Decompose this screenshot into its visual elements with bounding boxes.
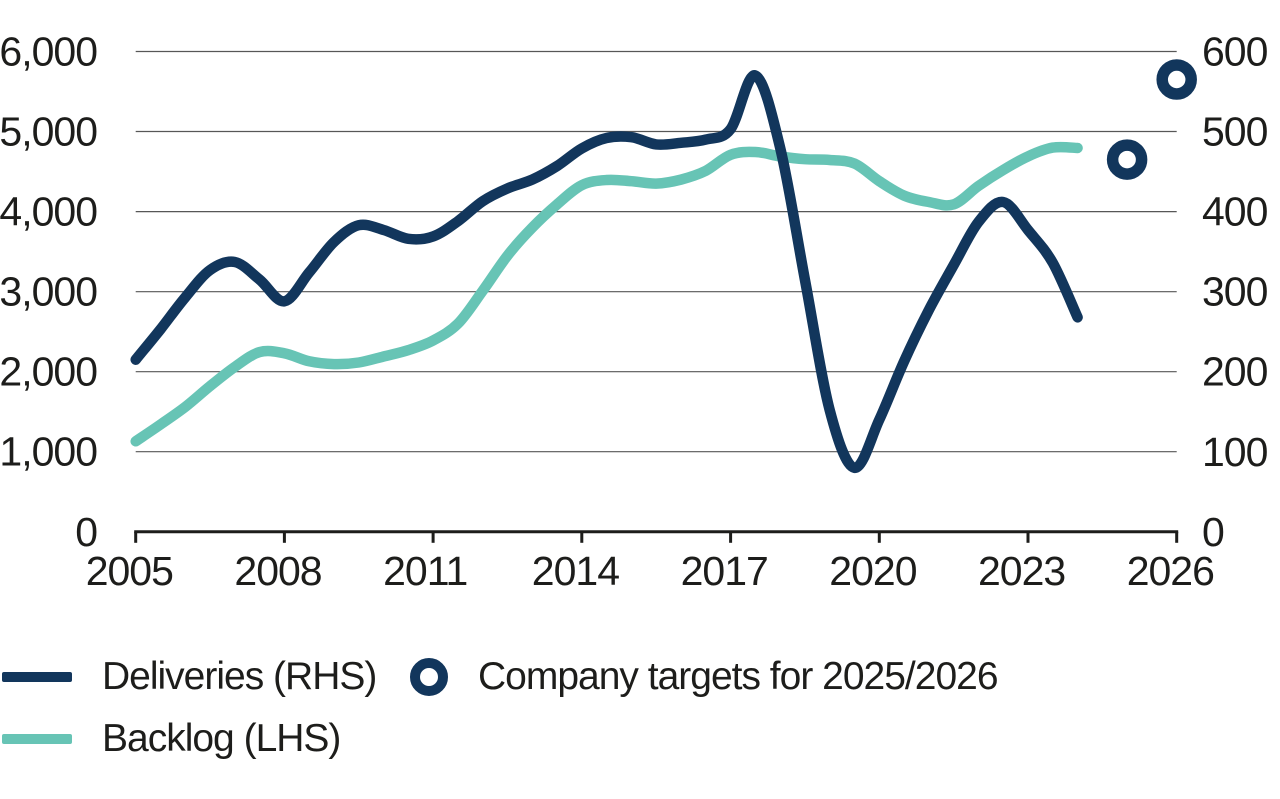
x-axis-tick-label: 2017 [681,548,768,594]
legend-label-deliveries: Deliveries (RHS) [102,655,377,698]
legend-item-backlog: Backlog (LHS) [2,717,341,760]
x-axis-tick-label: 2026 [1127,548,1214,594]
x-axis-tick-label: 2014 [532,548,619,594]
x-axis-tick-label: 2005 [86,548,173,594]
legend-item-deliveries: Deliveries (RHS) [2,655,377,698]
y-axis-left-tick-label: 4,000 [0,189,97,235]
legend-label-targets: Company targets for 2025/2026 [478,655,999,698]
y-axis-right-tick-label: 200 [1202,349,1268,395]
y-axis-right-tick-label: 400 [1202,189,1268,235]
deliveries-line-swatch [2,672,72,682]
y-axis-right-tick-label: 500 [1202,109,1268,155]
backlog-line [130,141,1083,447]
x-axis-tick-label: 2011 [383,548,467,594]
y-axis-left-tick-label: 6,000 [0,29,97,75]
y-axis-right-tick-label: 300 [1202,269,1268,315]
y-axis-right-tick-label: 0 [1202,509,1224,555]
y-axis-left-tick-label: 1,000 [0,429,97,475]
deliveries-backlog-chart: 2005 2008 2011 2014 2017 2020 2023 202601,0002,… [0,29,1269,595]
backlog-line-swatch [2,734,72,744]
target-marker-2025 [1106,139,1148,180]
y-axis-left-tick-label: 2,000 [0,349,97,395]
y-axis-left-tick-label: 5,000 [0,109,97,155]
target-marker-2026 [1156,59,1197,100]
x-axis-tick-label: 2023 [978,548,1065,594]
y-axis-left-tick-label: 0 [75,509,97,555]
target-ring-icon [410,658,448,696]
y-axis-right-tick-label: 600 [1202,29,1268,75]
y-axis-right-tick-label: 100 [1202,429,1268,475]
x-axis-tick-label: 2020 [829,548,916,594]
deliveries-line [130,70,1083,474]
legend-label-backlog: Backlog (LHS) [102,717,341,760]
legend-item-targets: Company targets for 2025/2026 [410,655,999,698]
x-axis-tick-label: 2008 [234,548,321,594]
y-axis-left-tick-label: 3,000 [0,269,97,315]
